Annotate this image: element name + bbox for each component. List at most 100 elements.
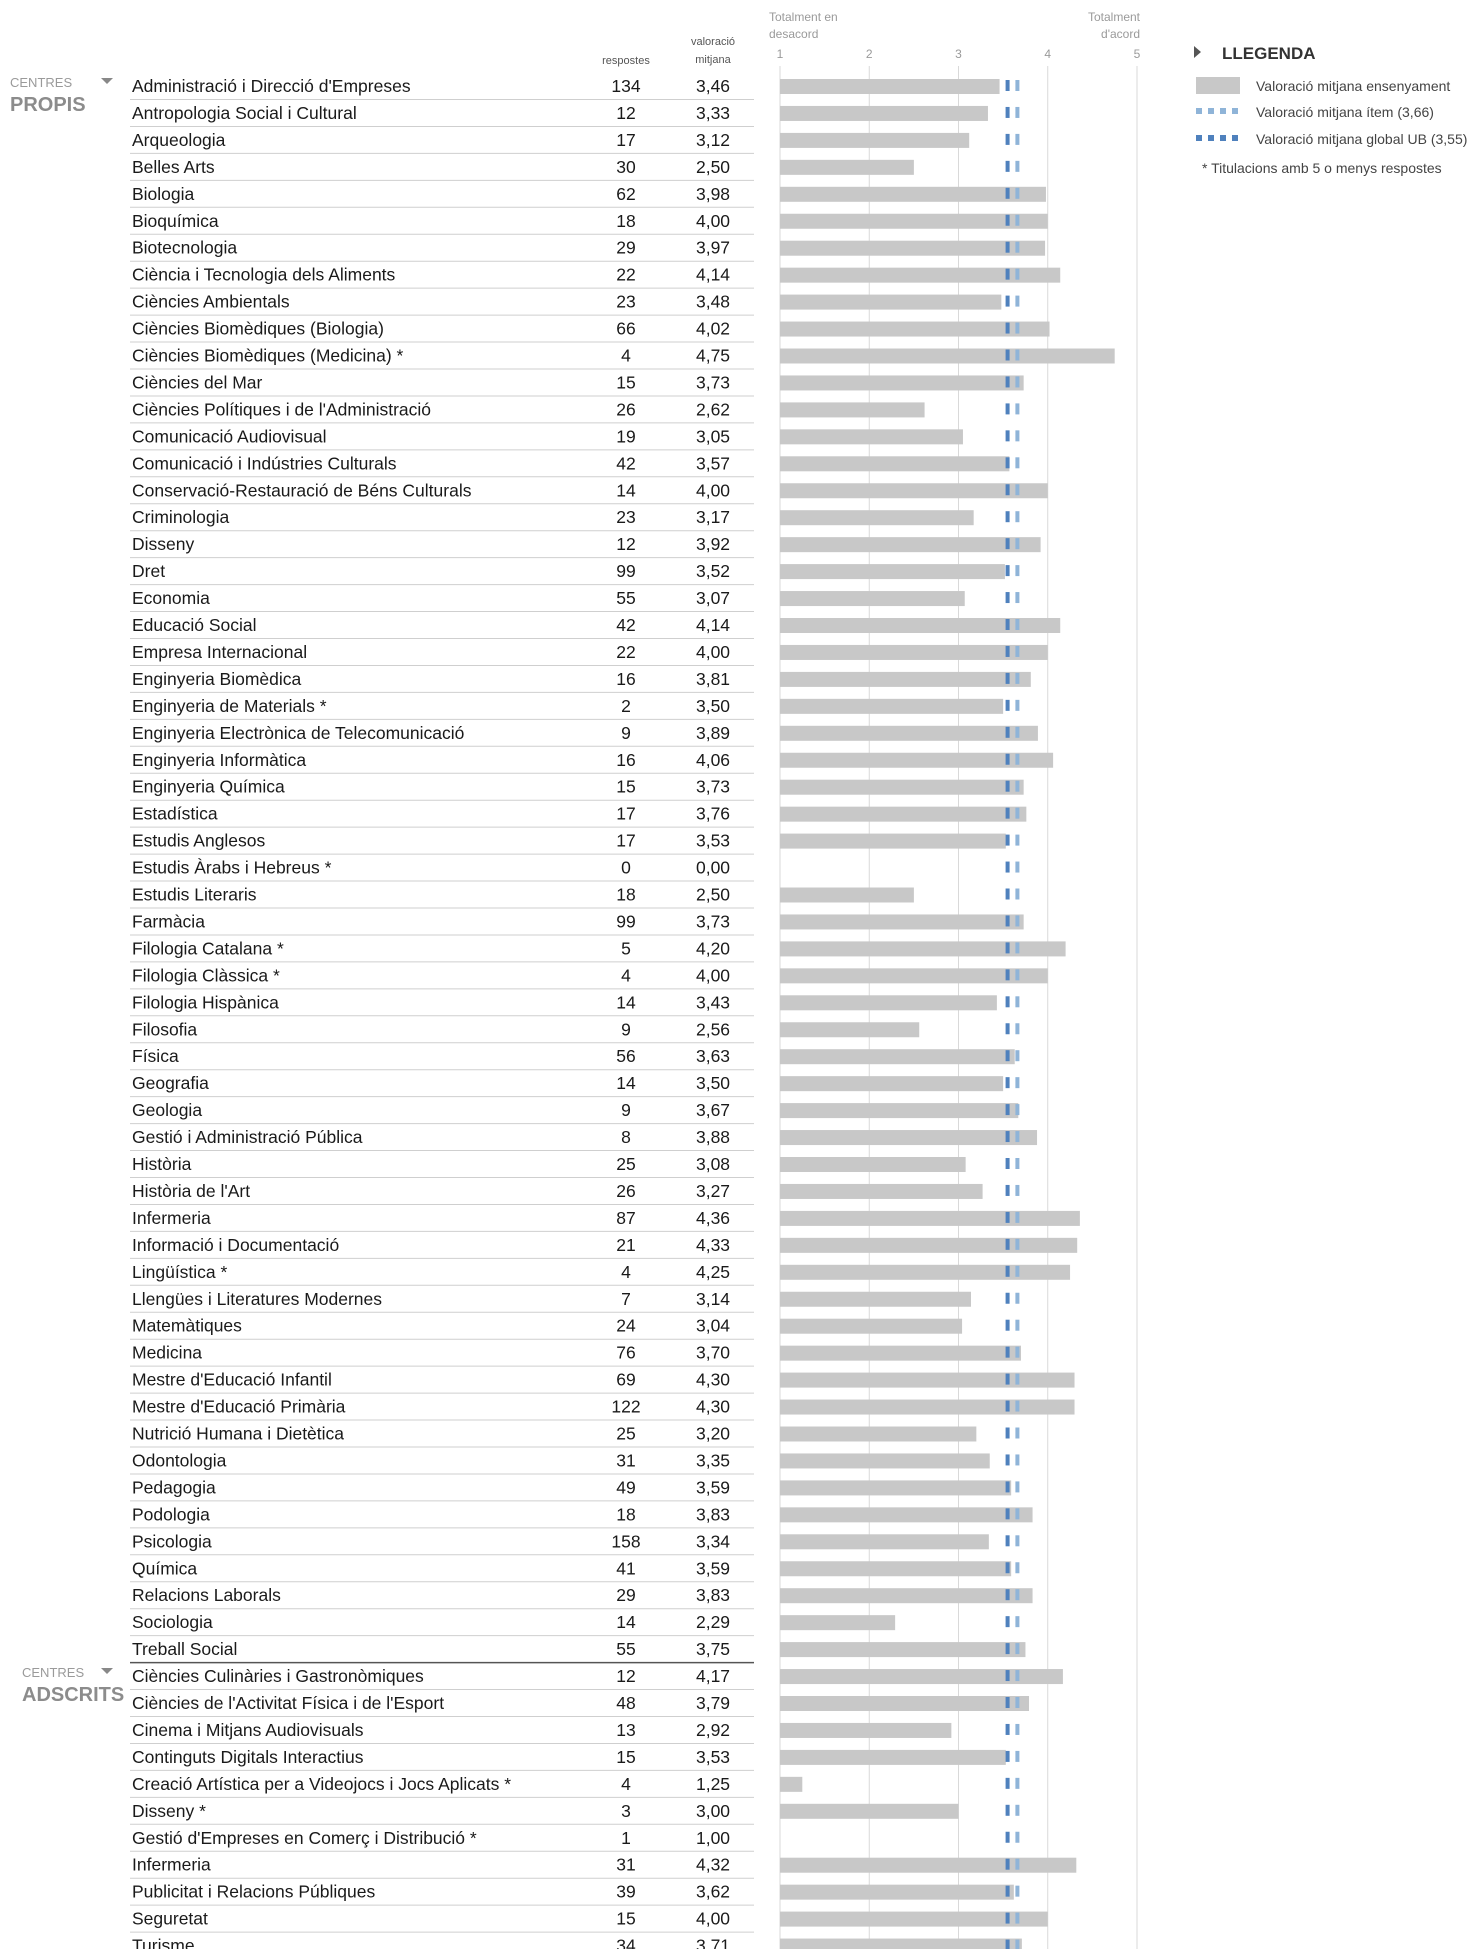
row-respostes: 22: [616, 642, 635, 662]
item-average-marker: [1015, 214, 1020, 226]
bar: [780, 1749, 1006, 1765]
bar: [780, 537, 1041, 553]
bar: [780, 1049, 1015, 1065]
row-name: Psicologia: [132, 1531, 212, 1551]
item-average-marker: [1015, 753, 1020, 765]
global-average-marker: [1005, 672, 1010, 684]
item-average-marker: [1015, 1535, 1020, 1547]
legend-label-global-avg: Valoració mitjana global UB (3,55): [1256, 131, 1467, 147]
bar: [780, 1183, 983, 1199]
table-row: Sociologia 14 2,29: [130, 1612, 754, 1637]
row-name: Comunicació i Indústries Culturals: [132, 453, 397, 473]
table-row: Ciències Biomèdiques (Medicina) * 4 4,75: [130, 346, 754, 370]
row-valoracio: 2,50: [696, 157, 730, 177]
table-row: Continguts Digitals Interactius 15 3,53: [130, 1747, 754, 1771]
global-average-marker: [1005, 1831, 1010, 1843]
table-row: Matemàtiques 24 3,04: [130, 1316, 754, 1340]
bar: [780, 510, 974, 526]
global-average-marker: [1005, 969, 1010, 981]
row-respostes: 3: [621, 1801, 631, 1821]
right-anchor-line2: d'acord: [1101, 27, 1140, 41]
bar: [780, 1453, 990, 1469]
row-name: Geografia: [132, 1073, 209, 1093]
row-name: Administració i Direcció d'Empreses: [132, 76, 411, 96]
row-name: Economia: [132, 588, 210, 608]
row-name: Antropologia Social i Cultural: [132, 103, 357, 123]
item-average-marker: [1015, 780, 1020, 792]
bar: [780, 995, 997, 1011]
row-name: Gestió d'Empreses en Comerç i Distribuci…: [132, 1828, 477, 1848]
row-valoracio: 4,00: [696, 480, 730, 500]
row-valoracio: 4,14: [696, 615, 730, 635]
global-average-marker: [1005, 322, 1010, 334]
item-average-marker: [1015, 1104, 1020, 1116]
global-average-marker: [1005, 1050, 1010, 1062]
item-average-marker: [1015, 1265, 1020, 1277]
bar: [780, 914, 1024, 930]
global-average-marker: [1005, 1508, 1010, 1520]
row-name: Filologia Catalana *: [132, 938, 284, 958]
table-row: Llengües i Literatures Modernes 7 3,14: [130, 1289, 754, 1313]
item-average-marker: [1015, 1616, 1020, 1628]
item-average-marker: [1015, 538, 1020, 550]
row-respostes: 17: [616, 831, 635, 851]
global-average-marker: [1005, 1454, 1010, 1466]
row-valoracio: 1,25: [696, 1774, 730, 1794]
item-average-marker: [1015, 672, 1020, 684]
item-average-marker: [1015, 1750, 1020, 1762]
row-respostes: 34: [616, 1936, 636, 1949]
item-average-marker: [1015, 484, 1020, 496]
bar: [780, 1615, 896, 1631]
row-valoracio: 4,32: [696, 1855, 730, 1875]
group-collapse-icon[interactable]: [101, 1668, 113, 1675]
row-valoracio: 3,52: [696, 561, 730, 581]
global-average-marker: [1005, 538, 1010, 550]
row-valoracio: 3,59: [696, 1477, 730, 1497]
row-respostes: 26: [616, 1181, 635, 1201]
item-average-marker: [1015, 457, 1020, 469]
group-collapse-icon[interactable]: [101, 78, 113, 84]
item-average-marker: [1015, 1777, 1020, 1789]
bar: [780, 698, 1004, 714]
item-average-marker: [1015, 1670, 1020, 1682]
bar: [780, 833, 1006, 849]
row-name: Podologia: [132, 1504, 210, 1524]
row-valoracio: 4,30: [696, 1397, 730, 1417]
row-name: Mestre d'Educació Infantil: [132, 1370, 332, 1390]
row-respostes: 25: [616, 1154, 635, 1174]
bar: [780, 1884, 1014, 1900]
bar: [780, 1803, 959, 1819]
global-average-marker: [1005, 295, 1010, 307]
row-name: Història: [132, 1154, 192, 1174]
item-average-marker: [1015, 1077, 1020, 1089]
global-average-marker: [1005, 1616, 1010, 1628]
row-respostes: 15: [616, 372, 635, 392]
row-valoracio: 3,89: [696, 723, 730, 743]
row-valoracio: 3,20: [696, 1424, 730, 1444]
row-valoracio: 3,50: [696, 1073, 730, 1093]
item-average-marker: [1015, 1481, 1020, 1493]
global-average-marker: [1005, 1885, 1010, 1897]
respostes-header: respostes: [602, 55, 650, 67]
table-row: Pedagogia 49 3,59: [130, 1477, 754, 1502]
table-row: Conservació-Restauració de Béns Cultural…: [130, 480, 754, 505]
row-respostes: 87: [616, 1208, 635, 1228]
global-average-marker: [1005, 1238, 1010, 1250]
row-respostes: 26: [616, 399, 635, 419]
item-average-marker: [1015, 241, 1020, 253]
bar: [780, 267, 1061, 283]
row-valoracio: 3,73: [696, 777, 730, 797]
table-row: Enginyeria Biomèdica 16 3,81: [130, 669, 754, 693]
global-average-marker: [1005, 1373, 1010, 1385]
row-name: Belles Arts: [132, 157, 215, 177]
row-name: Continguts Digitals Interactius: [132, 1747, 364, 1767]
row-respostes: 4: [621, 346, 631, 366]
row-respostes: 99: [616, 561, 635, 581]
item-average-marker: [1015, 430, 1020, 442]
row-valoracio: 3,07: [696, 588, 730, 608]
row-valoracio: 3,53: [696, 1747, 730, 1767]
row-respostes: 23: [616, 507, 635, 527]
global-average-marker: [1005, 160, 1010, 172]
legend-expand-icon[interactable]: [1194, 46, 1201, 58]
item-average-marker: [1015, 295, 1020, 307]
